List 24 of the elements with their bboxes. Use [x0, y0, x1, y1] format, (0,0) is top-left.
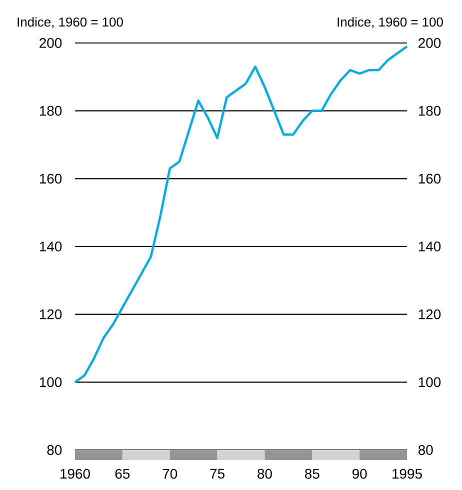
y2-axis-title: Indice, 1960 = 100: [338, 17, 443, 28]
y2-tick-label: 140: [418, 242, 441, 252]
x-tick-label: 85: [304, 468, 320, 479]
x-tick-label: 1960: [60, 468, 90, 479]
y2-tick-label: 180: [418, 106, 441, 116]
y-axis-title: Indice, 1960 = 100: [18, 17, 123, 28]
y-tick-label: 80: [47, 445, 62, 455]
y2-tick-label: 200: [418, 38, 441, 48]
y-tick-label: 180: [40, 106, 62, 116]
x-tick-label: 65: [115, 468, 130, 479]
y-tick-label: 100: [40, 377, 62, 388]
y2-tick-label: 160: [418, 174, 441, 184]
y2-tick-label: 100: [418, 377, 441, 388]
y-tick-label: 200: [40, 38, 62, 48]
x-tick-label: 90: [352, 468, 367, 479]
y-tick-label: 140: [40, 242, 62, 252]
y2-tick-label: 80: [418, 445, 433, 455]
y-tick-label: 160: [40, 174, 62, 184]
x-tick-label: 70: [162, 468, 178, 479]
x-tick-label: 75: [210, 468, 224, 479]
x-tick-label: 80: [258, 468, 272, 479]
y2-tick-label: 120: [418, 309, 441, 320]
x-tick-label: 1995: [392, 468, 422, 479]
y-tick-label: 120: [40, 309, 62, 320]
